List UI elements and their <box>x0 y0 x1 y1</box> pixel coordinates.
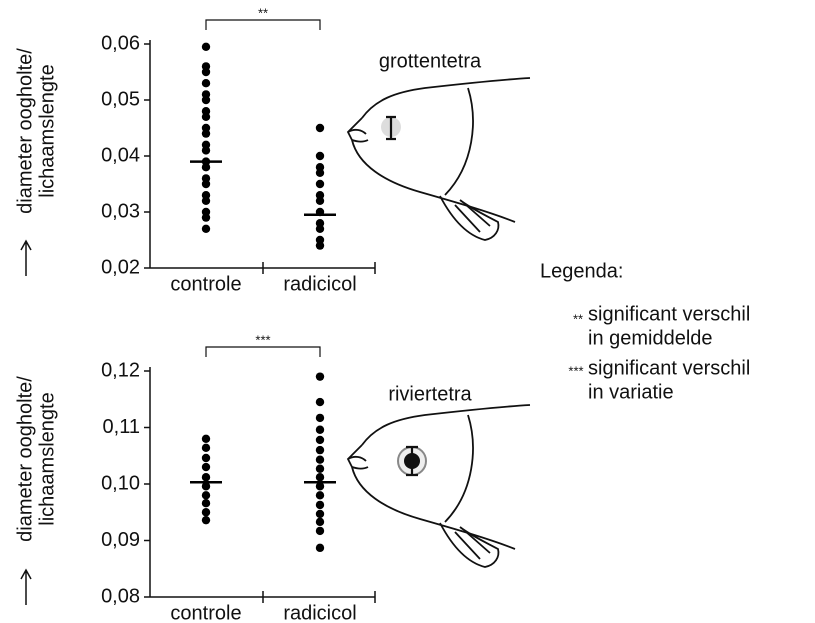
y-tick-label: 0,12 <box>101 359 140 381</box>
legend-symbol: ** <box>573 311 583 326</box>
data-point <box>202 491 210 499</box>
data-point <box>202 516 210 524</box>
data-point <box>316 501 324 509</box>
y-label-arrow <box>21 241 31 276</box>
data-point <box>316 518 324 526</box>
data-point <box>202 463 210 471</box>
data-point <box>202 454 210 462</box>
data-point <box>316 473 324 481</box>
y-tick-label: 0,10 <box>101 472 140 494</box>
data-point <box>316 446 324 454</box>
fish-outline <box>362 405 530 445</box>
legend-text: in variatie <box>588 381 674 403</box>
data-point <box>202 180 210 188</box>
figure: Legenda: ** significant verschil in gemi… <box>0 0 815 623</box>
data-point <box>316 398 324 406</box>
fish-gill <box>445 88 473 195</box>
y-tick-label: 0,11 <box>103 416 140 438</box>
fish-gill <box>445 415 473 522</box>
y-tick-label: 0,06 <box>101 32 140 54</box>
fish-fin <box>440 523 498 567</box>
data-point <box>316 436 324 444</box>
data-point <box>316 152 324 160</box>
data-point <box>316 414 324 422</box>
y-axis-label: diameter oogholte/ <box>14 376 36 542</box>
x-tick-label: radicicol <box>283 602 356 623</box>
data-point <box>316 197 324 205</box>
fish-outline <box>348 118 515 222</box>
data-point <box>202 163 210 171</box>
data-point <box>316 169 324 177</box>
data-point <box>202 473 210 481</box>
fish-label: riviertetra <box>388 383 472 405</box>
data-point <box>202 225 210 233</box>
x-tick-label: controle <box>170 273 241 295</box>
data-point <box>316 426 324 434</box>
data-point <box>316 456 324 464</box>
y-tick-label: 0,09 <box>101 529 140 551</box>
data-point <box>202 43 210 51</box>
x-tick-label: radicicol <box>283 273 356 295</box>
significance-bracket <box>206 20 320 30</box>
y-axis-label: lichaamslengte <box>36 392 58 525</box>
data-point <box>316 527 324 535</box>
data-point <box>316 180 324 188</box>
data-point <box>202 129 210 137</box>
data-point <box>202 146 210 154</box>
data-point <box>202 197 210 205</box>
fish-drawing <box>348 78 530 240</box>
y-label-arrow <box>21 570 31 605</box>
legend-text: significant verschil <box>588 303 750 325</box>
significance-label: ** <box>258 5 268 20</box>
data-point <box>316 491 324 499</box>
data-point <box>202 444 210 452</box>
data-point <box>316 124 324 132</box>
fish-fin <box>440 196 498 240</box>
y-tick-label: 0,08 <box>101 585 140 607</box>
y-tick-label: 0,04 <box>101 144 140 166</box>
data-point <box>202 213 210 221</box>
data-point <box>316 225 324 233</box>
significance-label: *** <box>255 332 270 347</box>
data-point <box>316 241 324 249</box>
data-point <box>316 465 324 473</box>
legend-text: significant verschil <box>588 357 750 379</box>
y-tick-label: 0,05 <box>101 88 140 110</box>
significance-bracket <box>206 347 320 357</box>
data-point <box>316 372 324 380</box>
data-point <box>202 499 210 507</box>
y-tick-label: 0,03 <box>101 200 140 222</box>
legend-title: Legenda: <box>540 260 623 282</box>
data-point <box>316 510 324 518</box>
fish-label: grottentetra <box>379 50 482 72</box>
y-tick-label: 0,02 <box>101 256 140 278</box>
y-axis-label: lichaamslengte <box>36 64 58 197</box>
data-point <box>202 68 210 76</box>
legend-symbol: *** <box>568 363 583 378</box>
data-point <box>202 435 210 443</box>
data-point <box>202 508 210 516</box>
legend-text: in gemiddelde <box>588 327 713 349</box>
fish-outline <box>348 445 515 549</box>
y-axis-label: diameter oogholte/ <box>14 48 36 214</box>
fish-outline <box>362 78 530 118</box>
fish-drawing <box>348 405 530 567</box>
x-tick-label: controle <box>170 602 241 623</box>
data-point <box>202 96 210 104</box>
data-point <box>202 113 210 121</box>
data-point <box>316 544 324 552</box>
data-point <box>202 79 210 87</box>
